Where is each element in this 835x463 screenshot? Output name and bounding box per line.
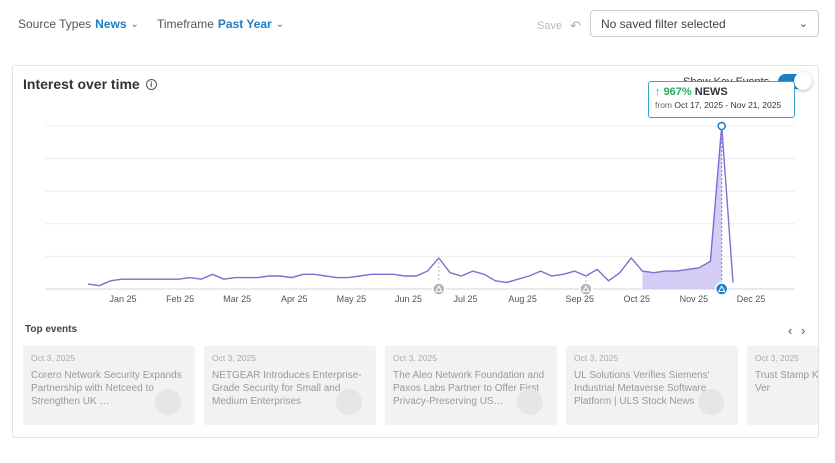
event-card[interactable]: Oct 3, 2025 UL Solutions Verifies Siemen… [566,346,738,425]
saved-filter-value: No saved filter selected [601,16,726,31]
event-date: Oct 3, 2025 [212,353,256,363]
event-headline: Trust Stamp Knowledge Identity Ver [755,370,819,394]
event-headline: UL Solutions Verifies Siemens' Industria… [574,370,710,407]
x-tick-label: Jan 25 [109,294,136,304]
tooltip-range: Oct 17, 2025 - Nov 21, 2025 [674,100,782,110]
source-types-filter[interactable]: Source Types News ⌄ [18,17,139,31]
event-glyph-icon [717,284,726,292]
event-logo-icon [155,389,181,415]
x-tick-label: Aug 25 [508,294,537,304]
tooltip-range-line: from Oct 17, 2025 - Nov 21, 2025 [655,100,788,110]
chevron-down-icon: ⌄ [130,18,139,30]
tooltip-source: NEWS [694,86,728,98]
event-logo-icon [698,389,724,415]
chart-tooltip: ↑ 967% NEWS from Oct 17, 2025 - Nov 21, … [648,81,795,118]
tooltip-headline: ↑ 967% NEWS [655,86,788,98]
source-types-label: Source Types [18,17,92,31]
event-headline: NETGEAR Introduces Enterprise-Grade Secu… [212,370,362,407]
prev-icon[interactable]: ‹ [788,323,793,338]
x-tick-label: Apr 25 [281,294,308,304]
event-logo-icon [336,389,362,415]
event-date: Oct 3, 2025 [755,353,799,363]
filter-bar: Source Types News ⌄ Timeframe Past Year … [0,0,835,50]
timeframe-label: Timeframe [157,17,214,31]
x-tick-label: Feb 25 [166,294,194,304]
chevron-down-icon: ⌄ [798,18,808,30]
next-icon[interactable]: › [801,323,806,338]
x-tick-label: May 25 [337,294,367,304]
event-marker-icon[interactable] [432,282,446,296]
undo-icon[interactable]: ↶ [570,18,581,33]
highlight-area [642,126,722,289]
event-headline: Corero Network Security Expands Partners… [31,370,182,407]
series-line [87,125,734,287]
x-tick-label: Sep 25 [565,294,594,304]
save-group: Save ↶ [537,18,581,34]
event-card[interactable]: Oct 3, 2025 NETGEAR Introduces Enterpris… [204,346,376,425]
interest-over-time-panel: Interest over time i Show Key Events ↑ 9… [12,65,819,438]
panel-title: Interest over time [23,76,140,92]
event-cards: Oct 3, 2025 Corero Network Security Expa… [23,346,819,425]
save-button[interactable]: Save [537,20,563,32]
info-icon[interactable]: i [145,78,157,90]
arrow-up-icon: ↑ [655,86,661,98]
event-glyph-icon [434,284,443,292]
event-logo-icon [517,389,543,415]
x-tick-label: Oct 25 [624,294,651,304]
interest-chart[interactable]: Jan 25 Feb 25 Mar 25 Apr 25 May 25 Jun 25 Jul … [13,66,819,311]
event-card[interactable]: Oct 3, 2025 The Aleo Network Foundation … [385,346,557,425]
source-types-value: News [95,17,127,31]
event-marker-icon[interactable] [714,282,729,296]
x-tick-label: Mar 25 [223,294,251,304]
timeframe-filter[interactable]: Timeframe Past Year ⌄ [157,17,284,31]
saved-filter-select[interactable]: No saved filter selected ⌄ [590,10,819,37]
event-glyph-icon [582,284,590,292]
event-headline: The Aleo Network Foundation and Paxos La… [393,370,545,407]
event-card[interactable]: Oct 3, 2025 Corero Network Security Expa… [23,346,195,425]
panel-title-group: Interest over time i [23,76,157,92]
timeframe-value: Past Year [217,17,272,31]
top-events-label: Top events [25,324,78,335]
x-tick-label: Nov 25 [680,294,709,304]
event-date: Oct 3, 2025 [574,353,618,363]
tooltip-range-prefix: from [655,100,672,110]
tooltip-percent: 967% [663,86,692,98]
chevron-down-icon: ⌄ [275,18,285,30]
x-tick-label: Dec 25 [737,294,766,304]
peak-point[interactable] [717,121,726,131]
event-card[interactable]: Oct 3, 2025 Trust Stamp Knowledge Identi… [747,346,819,425]
x-tick-label: Jun 25 [395,294,422,304]
x-tick-label: Jul 25 [454,294,478,304]
event-date: Oct 3, 2025 [31,353,75,363]
event-date: Oct 3, 2025 [393,353,437,363]
